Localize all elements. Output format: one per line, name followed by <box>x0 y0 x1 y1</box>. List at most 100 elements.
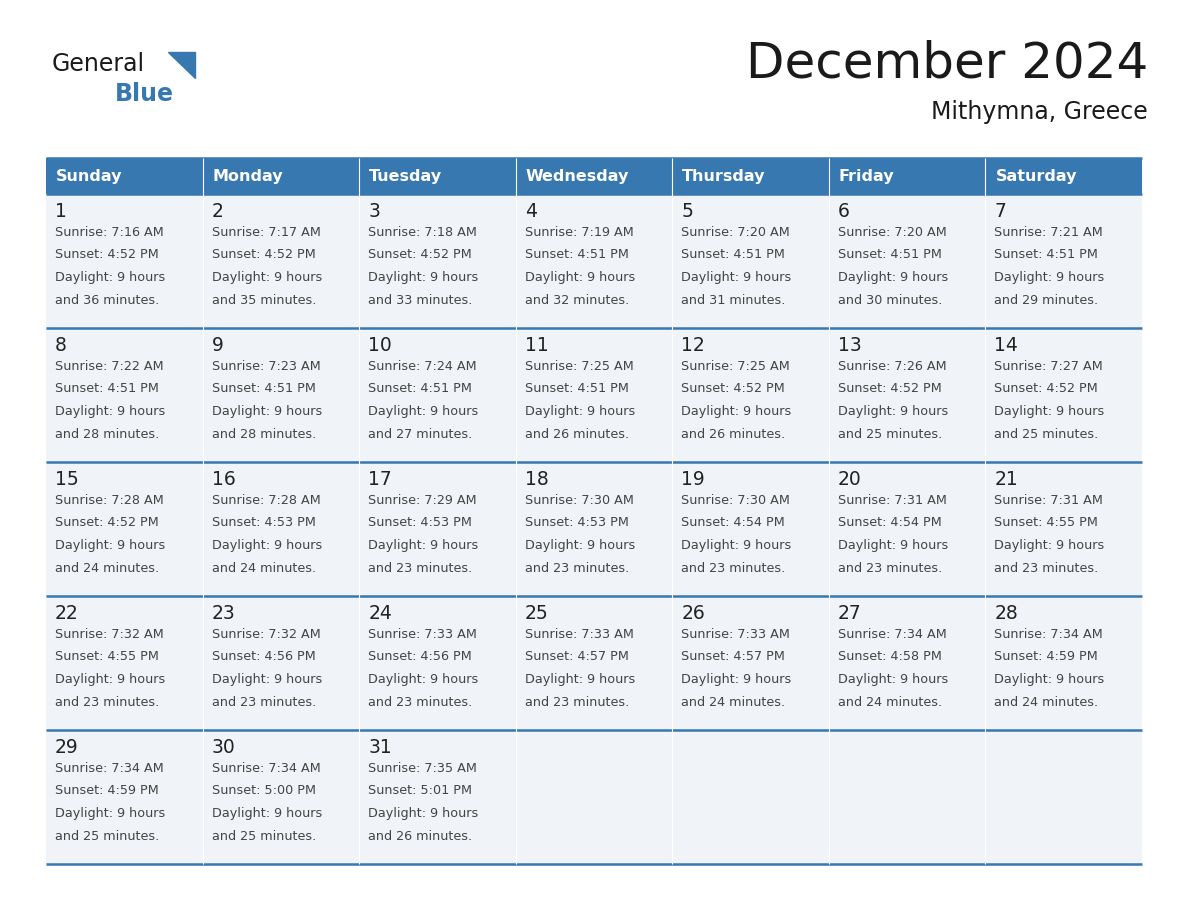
Text: Sunrise: 7:28 AM: Sunrise: 7:28 AM <box>55 494 164 507</box>
Bar <box>359 328 516 462</box>
Text: Daylight: 9 hours: Daylight: 9 hours <box>368 807 479 820</box>
Text: Daylight: 9 hours: Daylight: 9 hours <box>525 673 634 686</box>
Text: Sunrise: 7:16 AM: Sunrise: 7:16 AM <box>55 226 164 239</box>
Bar <box>203 158 359 194</box>
Text: Sunset: 4:52 PM: Sunset: 4:52 PM <box>681 383 785 396</box>
Bar <box>516 328 672 462</box>
Text: Sunset: 4:53 PM: Sunset: 4:53 PM <box>368 517 472 530</box>
Text: Sunrise: 7:20 AM: Sunrise: 7:20 AM <box>681 226 790 239</box>
Bar <box>985 462 1142 596</box>
Text: and 26 minutes.: and 26 minutes. <box>681 428 785 441</box>
Text: 26: 26 <box>681 604 704 623</box>
Text: Sunrise: 7:34 AM: Sunrise: 7:34 AM <box>994 628 1104 641</box>
Text: Wednesday: Wednesday <box>526 169 630 184</box>
Text: 2: 2 <box>211 202 223 221</box>
Text: Sunset: 4:51 PM: Sunset: 4:51 PM <box>368 383 472 396</box>
Bar <box>516 194 672 328</box>
Text: and 24 minutes.: and 24 minutes. <box>994 696 1099 709</box>
Text: 14: 14 <box>994 336 1018 355</box>
Text: Sunset: 4:51 PM: Sunset: 4:51 PM <box>55 383 159 396</box>
Bar <box>203 462 359 596</box>
Text: Sunrise: 7:33 AM: Sunrise: 7:33 AM <box>368 628 478 641</box>
Text: Daylight: 9 hours: Daylight: 9 hours <box>838 673 948 686</box>
Text: Sunrise: 7:23 AM: Sunrise: 7:23 AM <box>211 360 321 373</box>
Text: and 25 minutes.: and 25 minutes. <box>55 830 159 843</box>
Text: 22: 22 <box>55 604 78 623</box>
Text: Blue: Blue <box>115 82 173 106</box>
Bar <box>516 730 672 864</box>
Text: Tuesday: Tuesday <box>369 169 442 184</box>
Bar <box>672 730 829 864</box>
Text: and 23 minutes.: and 23 minutes. <box>525 562 628 575</box>
Bar <box>516 596 672 730</box>
Text: and 36 minutes.: and 36 minutes. <box>55 294 159 307</box>
Bar <box>46 158 203 194</box>
Text: Daylight: 9 hours: Daylight: 9 hours <box>681 539 791 552</box>
Text: 31: 31 <box>368 738 392 757</box>
Text: Daylight: 9 hours: Daylight: 9 hours <box>525 539 634 552</box>
Bar <box>829 158 985 194</box>
Text: and 23 minutes.: and 23 minutes. <box>368 562 473 575</box>
Text: Sunrise: 7:32 AM: Sunrise: 7:32 AM <box>211 628 321 641</box>
Text: Daylight: 9 hours: Daylight: 9 hours <box>681 271 791 284</box>
Text: Daylight: 9 hours: Daylight: 9 hours <box>368 405 479 418</box>
Text: and 23 minutes.: and 23 minutes. <box>368 696 473 709</box>
Text: Daylight: 9 hours: Daylight: 9 hours <box>994 405 1105 418</box>
Text: 9: 9 <box>211 336 223 355</box>
Text: 7: 7 <box>994 202 1006 221</box>
Polygon shape <box>168 52 195 78</box>
Text: and 24 minutes.: and 24 minutes. <box>211 562 316 575</box>
Bar <box>516 462 672 596</box>
Bar <box>203 730 359 864</box>
Text: Sunset: 5:01 PM: Sunset: 5:01 PM <box>368 785 472 798</box>
Text: 28: 28 <box>994 604 1018 623</box>
Text: General: General <box>52 52 145 76</box>
Text: Friday: Friday <box>839 169 895 184</box>
Text: Daylight: 9 hours: Daylight: 9 hours <box>55 539 165 552</box>
Text: 24: 24 <box>368 604 392 623</box>
Text: Daylight: 9 hours: Daylight: 9 hours <box>55 673 165 686</box>
Bar <box>203 194 359 328</box>
Text: 1: 1 <box>55 202 67 221</box>
Text: and 25 minutes.: and 25 minutes. <box>838 428 942 441</box>
Text: and 24 minutes.: and 24 minutes. <box>838 696 942 709</box>
Bar <box>359 596 516 730</box>
Text: 18: 18 <box>525 470 549 489</box>
Text: Sunset: 4:52 PM: Sunset: 4:52 PM <box>55 249 159 262</box>
Text: and 29 minutes.: and 29 minutes. <box>994 294 1099 307</box>
Bar <box>829 328 985 462</box>
Text: and 31 minutes.: and 31 minutes. <box>681 294 785 307</box>
Text: and 26 minutes.: and 26 minutes. <box>525 428 628 441</box>
Text: Sunrise: 7:32 AM: Sunrise: 7:32 AM <box>55 628 164 641</box>
Text: Sunrise: 7:30 AM: Sunrise: 7:30 AM <box>525 494 633 507</box>
Text: 12: 12 <box>681 336 704 355</box>
Text: Sunrise: 7:28 AM: Sunrise: 7:28 AM <box>211 494 321 507</box>
Text: 25: 25 <box>525 604 549 623</box>
Text: 15: 15 <box>55 470 78 489</box>
Bar <box>829 194 985 328</box>
Text: and 23 minutes.: and 23 minutes. <box>525 696 628 709</box>
Text: Sunrise: 7:34 AM: Sunrise: 7:34 AM <box>838 628 947 641</box>
Text: Sunset: 4:52 PM: Sunset: 4:52 PM <box>994 383 1098 396</box>
Text: Monday: Monday <box>213 169 283 184</box>
Bar <box>46 730 203 864</box>
Text: Sunrise: 7:30 AM: Sunrise: 7:30 AM <box>681 494 790 507</box>
Text: and 24 minutes.: and 24 minutes. <box>55 562 159 575</box>
Text: Daylight: 9 hours: Daylight: 9 hours <box>211 807 322 820</box>
Text: Sunset: 4:55 PM: Sunset: 4:55 PM <box>55 651 159 664</box>
Text: and 28 minutes.: and 28 minutes. <box>55 428 159 441</box>
Text: Sunset: 4:55 PM: Sunset: 4:55 PM <box>994 517 1098 530</box>
Text: Sunrise: 7:29 AM: Sunrise: 7:29 AM <box>368 494 476 507</box>
Text: 4: 4 <box>525 202 537 221</box>
Text: Daylight: 9 hours: Daylight: 9 hours <box>55 271 165 284</box>
Bar <box>359 462 516 596</box>
Bar <box>672 596 829 730</box>
Text: Sunset: 4:51 PM: Sunset: 4:51 PM <box>211 383 316 396</box>
Text: 17: 17 <box>368 470 392 489</box>
Bar <box>985 730 1142 864</box>
Text: 29: 29 <box>55 738 78 757</box>
Bar <box>985 328 1142 462</box>
Text: Sunset: 4:52 PM: Sunset: 4:52 PM <box>55 517 159 530</box>
Bar <box>203 596 359 730</box>
Text: and 33 minutes.: and 33 minutes. <box>368 294 473 307</box>
